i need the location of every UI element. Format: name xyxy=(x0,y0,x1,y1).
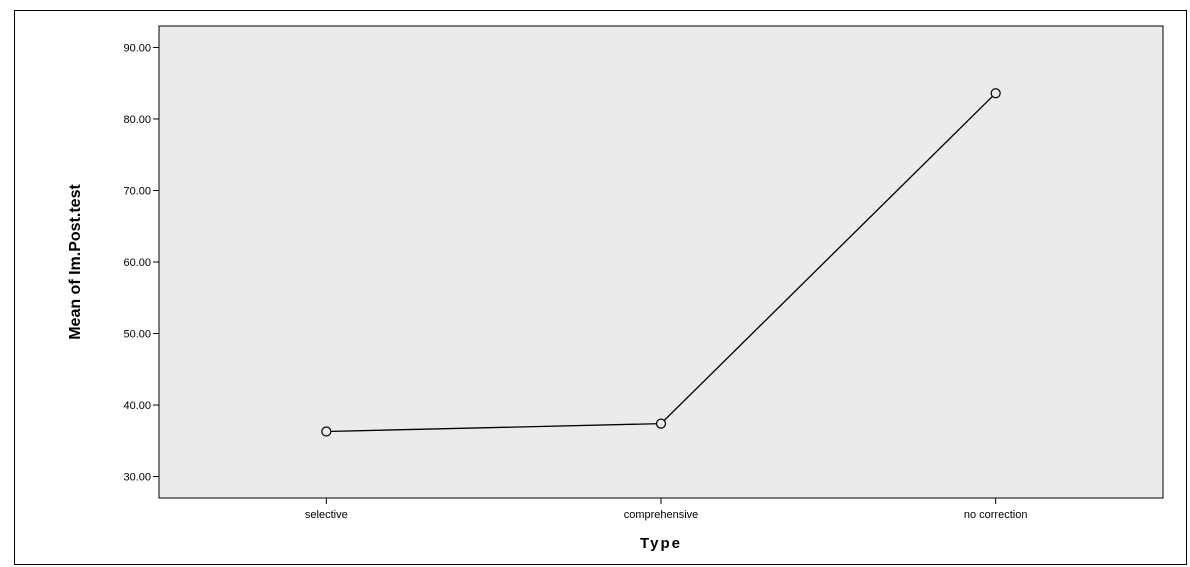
x-axis: selective comprehensive no correction xyxy=(305,498,1028,521)
y-tick-label: 50.00 xyxy=(123,329,151,341)
x-category-label: no correction xyxy=(964,509,1028,521)
y-tick-label: 90.00 xyxy=(123,42,151,54)
y-axis: 30.00 40.00 50.00 60.00 70.00 80.00 90.00 xyxy=(123,42,159,484)
data-point-marker xyxy=(990,88,1001,99)
y-tick-label: 70.00 xyxy=(123,185,151,197)
y-tick-label: 40.00 xyxy=(123,400,151,412)
x-category-label: comprehensive xyxy=(624,509,699,521)
series-markers xyxy=(321,88,1001,437)
y-tick-label: 60.00 xyxy=(123,257,151,269)
y-tick-label: 80.00 xyxy=(123,114,151,126)
y-axis-label: Mean of Im.Post.test xyxy=(67,184,84,340)
x-category-label: selective xyxy=(305,509,348,521)
y-tick-label: 30.00 xyxy=(123,472,151,484)
data-point-marker xyxy=(655,418,667,429)
x-axis-label: Type xyxy=(640,535,682,552)
data-point-marker xyxy=(321,426,332,437)
